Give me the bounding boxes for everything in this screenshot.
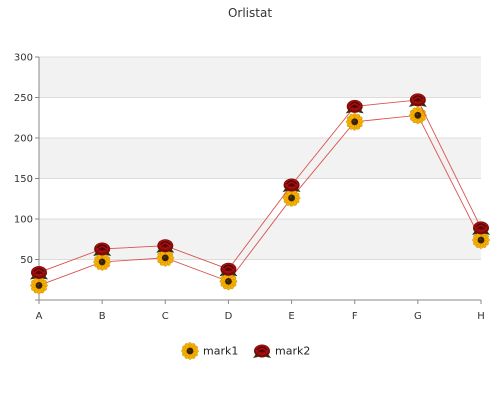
y-tick-label: 100 <box>14 215 33 226</box>
x-tick-label: B <box>99 311 106 322</box>
x-tick-label: C <box>162 311 169 322</box>
rose-marker-icon <box>218 262 239 277</box>
rose-marker-icon <box>281 177 302 193</box>
y-tick-label: 50 <box>20 255 33 266</box>
legend-item-mark1[interactable]: mark1 <box>180 341 238 361</box>
x-axis-tick-labels: A B C D E F G H <box>36 300 485 322</box>
y-tick-label: 250 <box>14 93 33 104</box>
x-tick-label: F <box>352 311 358 322</box>
x-tick-label: A <box>36 311 43 322</box>
rose-marker-icon <box>29 265 49 281</box>
sunflower-legend-icon <box>180 341 200 361</box>
plot-band <box>39 138 481 179</box>
sunflower-marker-icon <box>29 276 49 295</box>
x-tick-label: H <box>477 311 485 322</box>
series-mark2 <box>29 92 491 281</box>
sunflower-marker-icon <box>345 112 364 131</box>
y-tick-label: 150 <box>14 174 33 185</box>
series-mark1 <box>29 106 491 295</box>
sunflower-marker-icon <box>282 188 301 208</box>
plot-band <box>39 57 481 98</box>
x-tick-label: E <box>288 311 294 322</box>
y-tick-label: 200 <box>14 134 33 145</box>
gridlines <box>39 56 481 260</box>
rose-marker-icon <box>345 99 365 115</box>
y-axis-tick-labels: 50 100 150 200 250 300 <box>14 53 39 266</box>
legend-label: mark2 <box>275 345 310 358</box>
x-tick-label: G <box>414 311 422 322</box>
legend[interactable]: mark1 mark2 <box>180 341 310 361</box>
legend-label: mark1 <box>203 345 238 358</box>
chart-title: Orlistat <box>228 6 272 20</box>
sunflower-marker-icon <box>408 106 427 125</box>
series-line-mark2 <box>38 99 482 273</box>
x-tick-label: D <box>225 311 233 322</box>
plot-background-bands <box>39 57 481 260</box>
legend-item-mark2[interactable]: mark2 <box>252 343 310 359</box>
y-tick-label: 300 <box>14 53 33 64</box>
rose-legend-icon <box>252 343 272 359</box>
series-line-mark1 <box>38 114 482 286</box>
series-layer <box>29 92 491 295</box>
